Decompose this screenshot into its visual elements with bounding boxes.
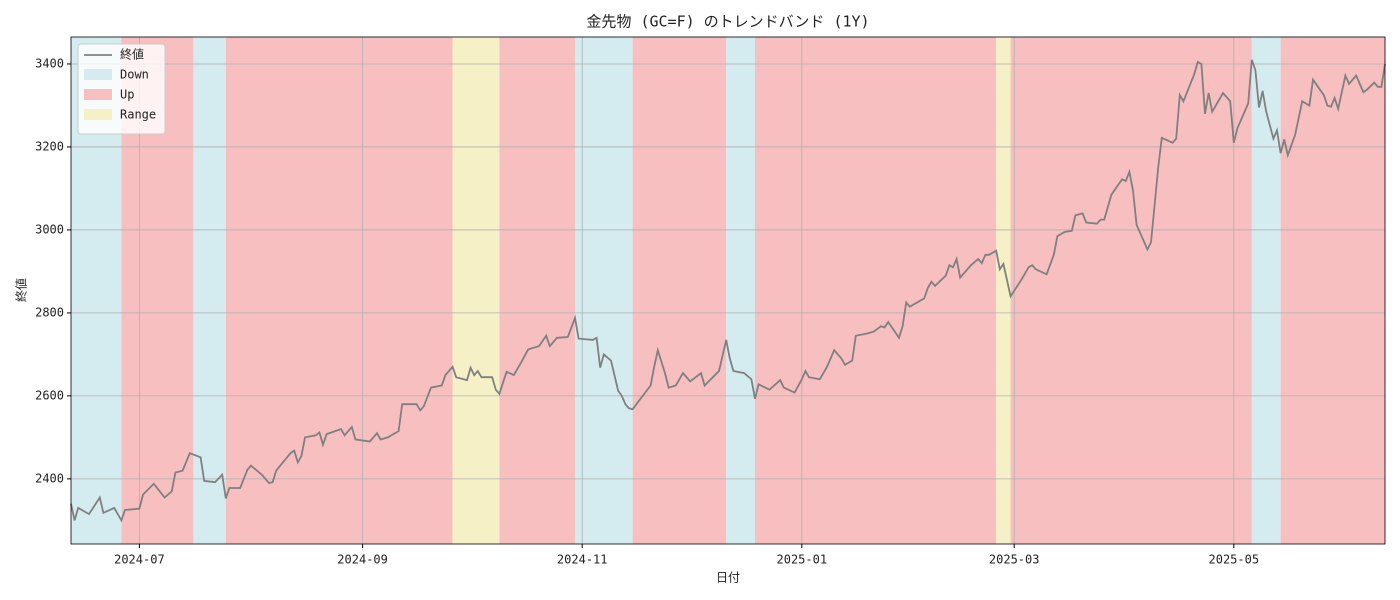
trend-band bbox=[499, 37, 575, 544]
y-tick-label: 3000 bbox=[35, 222, 64, 236]
trend-band bbox=[632, 37, 727, 544]
trend-band bbox=[575, 37, 633, 544]
trend-band bbox=[755, 37, 997, 544]
trend-band bbox=[1280, 37, 1385, 544]
legend: 終値 Down Up Range bbox=[77, 43, 166, 135]
x-axis-label: 日付 bbox=[716, 571, 740, 585]
trend-band bbox=[452, 37, 500, 544]
y-tick-label: 2400 bbox=[35, 471, 64, 485]
y-tick-label: 2600 bbox=[35, 388, 64, 402]
y-tick-label: 2800 bbox=[35, 305, 64, 319]
legend-label: Down bbox=[120, 68, 149, 82]
legend-label: Range bbox=[120, 108, 156, 122]
legend-swatch bbox=[84, 109, 112, 120]
x-tick-label: 2025-03 bbox=[989, 553, 1040, 567]
price-line bbox=[70, 59, 1386, 523]
legend-swatch bbox=[84, 89, 112, 100]
x-tick-label: 2025-01 bbox=[777, 553, 828, 567]
trend-band bbox=[1010, 37, 1252, 544]
legend-label: Up bbox=[120, 88, 134, 102]
y-tick-label: 3200 bbox=[35, 139, 64, 153]
plot-frame bbox=[70, 36, 1386, 545]
trend-band bbox=[225, 37, 453, 544]
x-tick-label: 2024-09 bbox=[337, 553, 388, 567]
trend-band bbox=[726, 37, 755, 544]
x-tick-label: 2024-07 bbox=[114, 553, 165, 567]
trend-band bbox=[193, 37, 226, 544]
x-tick-label: 2025-05 bbox=[1209, 553, 1260, 567]
trend-band bbox=[996, 37, 1011, 544]
y-axis-label: 終値 bbox=[14, 278, 29, 302]
chart-title: 金先物 (GC=F) のトレンドバンド (1Y) bbox=[586, 13, 869, 31]
x-tick-label: 2024-11 bbox=[557, 553, 608, 567]
trend-band bbox=[1251, 37, 1281, 544]
y-tick-label: 3400 bbox=[35, 56, 64, 70]
legend-swatch bbox=[84, 69, 112, 80]
legend-label: 終値 bbox=[120, 47, 144, 62]
